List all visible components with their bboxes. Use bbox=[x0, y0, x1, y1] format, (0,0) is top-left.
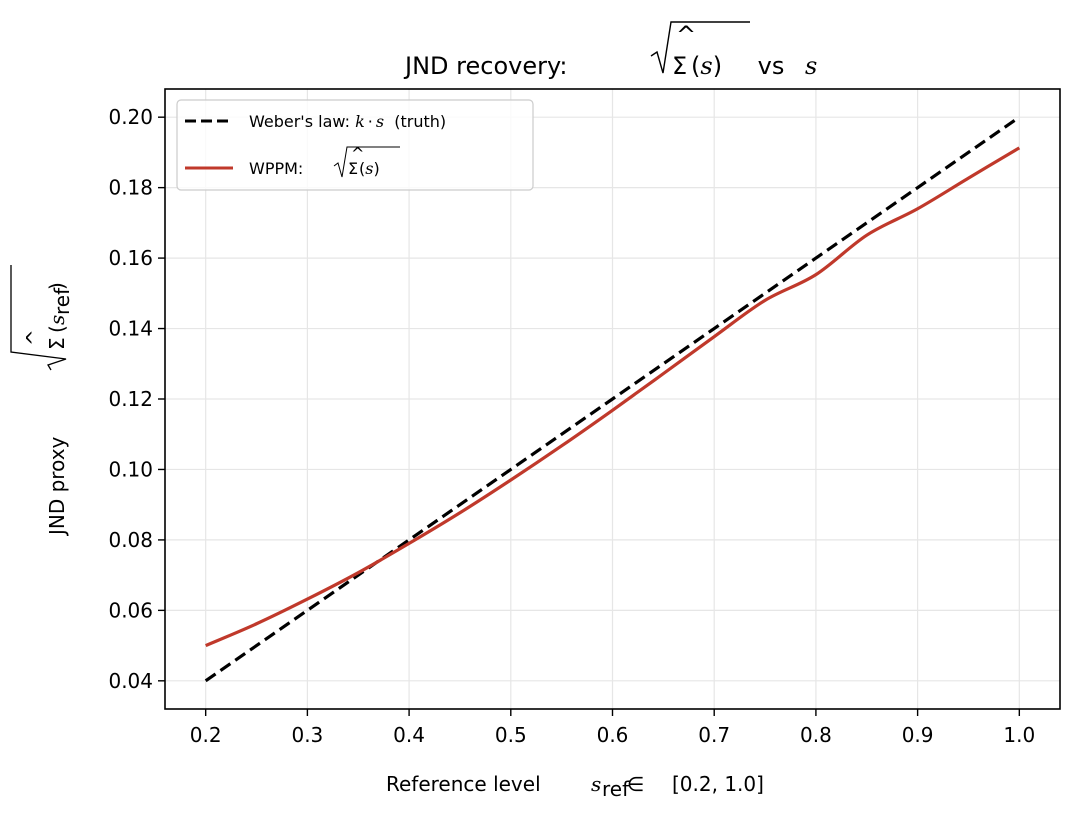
x-tick-label: 0.8 bbox=[800, 723, 832, 747]
legend-box bbox=[176, 99, 534, 191]
ylabel-sigma-hat: ^ bbox=[22, 329, 46, 346]
y-tick-label: 0.18 bbox=[108, 176, 153, 200]
y-tick-label: 0.10 bbox=[108, 457, 153, 481]
legend-weber-dot: · bbox=[368, 112, 373, 131]
y-tick-label: 0.08 bbox=[108, 528, 153, 552]
y-axis-label: JND proxy ^ Σ ( s ref ) bbox=[10, 265, 74, 537]
title-sigma-hat: ^ bbox=[676, 21, 696, 49]
x-tick-label: 1.0 bbox=[1003, 723, 1035, 747]
chart-title: JND recovery: ^ Σ (s) vs s bbox=[403, 21, 817, 80]
x-tick-label: 0.6 bbox=[597, 723, 629, 747]
xlabel-var: s bbox=[591, 772, 601, 796]
y-tick-label: 0.06 bbox=[108, 598, 153, 622]
y-tick-label: 0.14 bbox=[108, 317, 153, 341]
x-tick-label: 0.5 bbox=[495, 723, 527, 747]
title-prefix: JND recovery: bbox=[403, 52, 568, 80]
legend-weber-suffix: (truth) bbox=[384, 112, 446, 131]
y-tick-label: 0.04 bbox=[108, 669, 153, 693]
series-line-weber bbox=[204, 115, 1021, 683]
ylabel-sigma: Σ bbox=[45, 337, 69, 350]
title-var: s bbox=[805, 52, 817, 80]
legend-wppm-sqrt-symbol bbox=[333, 146, 400, 178]
xlabel-range: [0.2, 1.0] bbox=[672, 772, 764, 796]
legend-wppm-arg: (s) bbox=[359, 159, 380, 178]
title-mid: vs bbox=[750, 52, 792, 80]
legend-weber-k: k bbox=[355, 112, 365, 131]
series-group bbox=[204, 115, 1021, 683]
x-tick-label: 0.7 bbox=[698, 723, 730, 747]
x-tick-label: 0.9 bbox=[902, 723, 934, 747]
legend-wppm-sigma: Σ bbox=[348, 159, 358, 178]
ylabel-sub: ref bbox=[50, 287, 74, 315]
x-tick-label: 0.2 bbox=[190, 723, 222, 747]
legend-weber-label: Weber's law: k · s (truth) bbox=[249, 112, 446, 131]
y-tick-label: 0.16 bbox=[108, 246, 153, 270]
y-ticks: 0.04 0.06 0.08 0.10 0.12 0.14 0.16 0.18 0.20 bbox=[108, 105, 165, 693]
ylabel-arg-open: ( bbox=[45, 325, 69, 333]
legend-wppm-sigma-hat: ^ bbox=[351, 144, 364, 163]
legend-weber-prefix: Weber's law: bbox=[249, 112, 355, 131]
xlabel-in: ∈ bbox=[627, 772, 644, 796]
xlabel-prefix: Reference level bbox=[386, 772, 553, 796]
x-tick-label: 0.3 bbox=[291, 723, 323, 747]
ylabel-sqrt-symbol bbox=[10, 265, 67, 371]
y-tick-label: 0.12 bbox=[108, 387, 153, 411]
x-tick-label: 0.4 bbox=[393, 723, 425, 747]
x-axis-label: Reference level s ref ∈ [0.2, 1.0] bbox=[386, 772, 764, 801]
legend-wppm-prefix: WPPM: bbox=[249, 159, 308, 178]
series-line-wppm bbox=[205, 146, 1021, 648]
ylabel-prefix: JND proxy bbox=[45, 424, 69, 537]
x-ticks: 0.2 0.3 0.4 0.5 0.6 0.7 0.8 0.9 1.0 bbox=[190, 709, 1035, 747]
title-arg: (s) bbox=[691, 52, 722, 80]
xlabel-sub: ref bbox=[602, 777, 630, 801]
y-tick-label: 0.20 bbox=[108, 105, 153, 129]
legend: Weber's law: k · s (truth) WPPM: ^ Σ (s) bbox=[176, 99, 534, 191]
legend-weber-s: s bbox=[376, 112, 384, 131]
title-sqrt-symbol bbox=[650, 21, 750, 74]
title-sigma: Σ bbox=[672, 52, 687, 80]
ylabel-var: s bbox=[45, 315, 69, 325]
ylabel-arg-close: ) bbox=[45, 282, 69, 290]
